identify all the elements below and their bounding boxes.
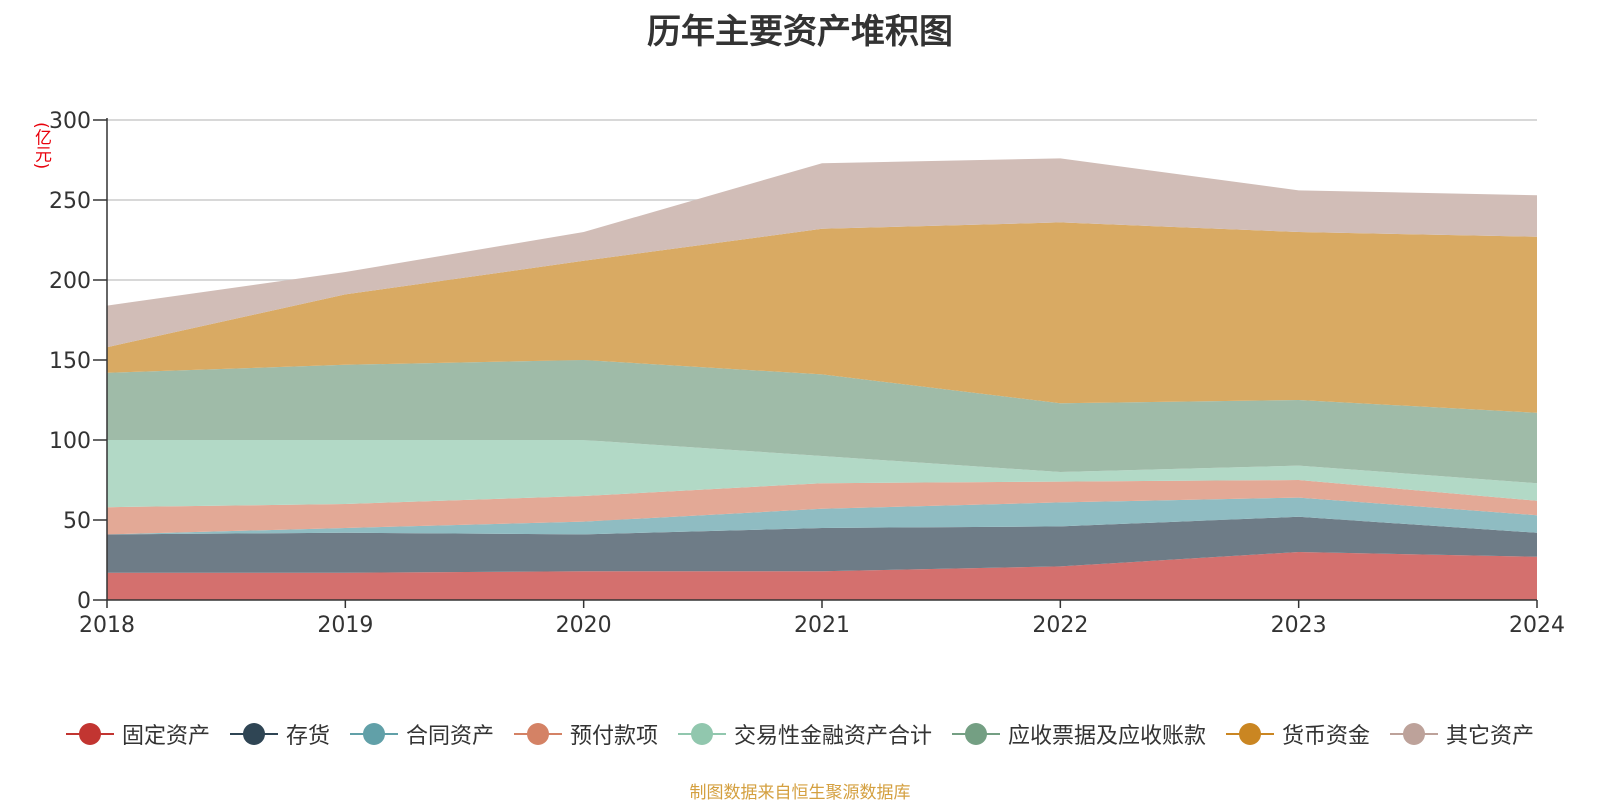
legend-label: 合同资产 bbox=[405, 724, 494, 749]
y-tick-label: 100 bbox=[49, 429, 91, 454]
legend-marker-icon bbox=[952, 722, 1001, 746]
x-tick-label: 2019 bbox=[317, 613, 373, 638]
x-tick-label: 2023 bbox=[1271, 613, 1327, 638]
x-tick-label: 2018 bbox=[79, 613, 135, 638]
legend-marker-icon bbox=[65, 722, 114, 746]
legend-label: 预付款项 bbox=[569, 724, 658, 749]
area-series-0[interactable] bbox=[107, 552, 1537, 600]
legend-item-0[interactable]: 固定资产 bbox=[65, 718, 210, 750]
x-tick-label: 2024 bbox=[1509, 613, 1565, 638]
legend-label: 交易性金融资产合计 bbox=[734, 724, 933, 749]
legend-item-1[interactable]: 存货 bbox=[229, 718, 330, 750]
x-tick-label: 2022 bbox=[1032, 613, 1088, 638]
legend-item-2[interactable]: 合同资产 bbox=[349, 718, 494, 750]
legend-item-6[interactable]: 货币资金 bbox=[1226, 718, 1370, 750]
legend-item-3[interactable]: 预付款项 bbox=[513, 718, 658, 750]
axes: 0 50 100 150 200 250 300 2018 2019 2020 2021 2022 20… bbox=[49, 109, 1565, 638]
y-tick-label: 150 bbox=[49, 349, 91, 374]
legend-marker-icon bbox=[229, 722, 278, 746]
legend-item-7[interactable]: 其它资产 bbox=[1390, 718, 1534, 750]
y-tick-label: 200 bbox=[49, 269, 91, 294]
legend-marker-icon bbox=[678, 722, 726, 746]
legend-label: 存货 bbox=[285, 724, 330, 749]
area-series-1[interactable] bbox=[107, 516, 1537, 573]
area-series-2[interactable] bbox=[107, 497, 1537, 535]
legend-item-4[interactable]: 交易性金融资产合计 bbox=[678, 718, 932, 750]
y-axis-unit-label: (亿元) bbox=[31, 122, 51, 170]
area-series bbox=[107, 158, 1537, 600]
y-tick-label: 50 bbox=[63, 509, 91, 534]
legend-marker-icon bbox=[1226, 722, 1275, 746]
legend-label: 其它资产 bbox=[1446, 724, 1535, 749]
legend: 固定资产 存货 合同资产 预付款项 交易性金融资产合计 应收票据及应收账款 货币资金 其它资产 bbox=[0, 716, 1600, 752]
chart-title: 历年主要资产堆积图 bbox=[647, 12, 953, 52]
legend-label: 货币资金 bbox=[1282, 724, 1371, 749]
y-tick-label: 250 bbox=[49, 189, 91, 214]
x-tick-label: 2020 bbox=[556, 613, 612, 638]
area-series-6[interactable] bbox=[107, 222, 1537, 413]
area-series-3[interactable] bbox=[107, 480, 1537, 535]
legend-marker-icon bbox=[1390, 722, 1439, 746]
area-series-5[interactable] bbox=[107, 360, 1537, 484]
x-tick-label: 2021 bbox=[794, 613, 850, 638]
source-note: 制图数据来自恒生聚源数据库 bbox=[689, 783, 911, 803]
legend-marker-icon bbox=[349, 722, 398, 746]
legend-label: 固定资产 bbox=[121, 724, 210, 749]
legend-label: 应收票据及应收账款 bbox=[1008, 724, 1207, 749]
area-series-7[interactable] bbox=[107, 158, 1537, 348]
legend-marker-icon bbox=[513, 722, 562, 746]
area-series-4[interactable] bbox=[107, 440, 1537, 508]
y-tick-label: 300 bbox=[49, 109, 91, 134]
y-tick-label: 0 bbox=[77, 589, 91, 614]
legend-item-5[interactable]: 应收票据及应收账款 bbox=[952, 718, 1206, 750]
